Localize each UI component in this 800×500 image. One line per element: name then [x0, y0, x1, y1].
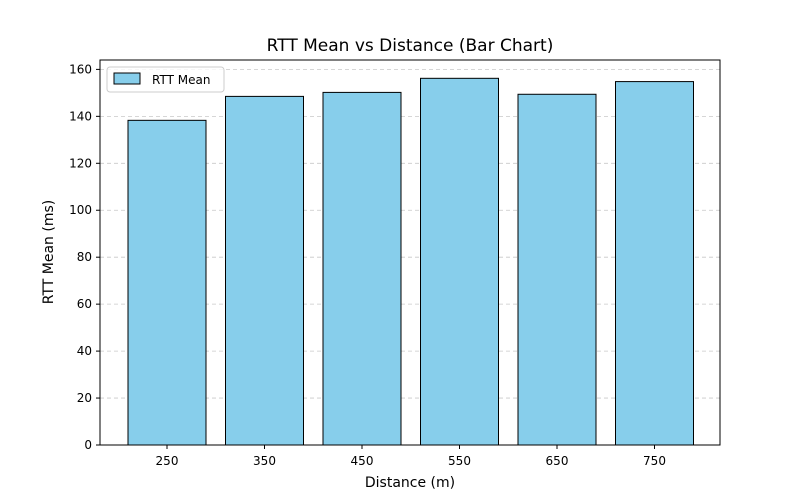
bars — [127, 77, 694, 446]
x-tick-label: 550 — [448, 454, 471, 468]
x-tick-label: 450 — [351, 454, 374, 468]
x-tick-label: 750 — [643, 454, 666, 468]
y-tick-label: 120 — [69, 156, 92, 170]
legend-label: RTT Mean — [152, 73, 210, 87]
y-tick-label: 40 — [77, 344, 92, 358]
y-axis-ticks: 0 20 40 60 80 100 120 140 160 — [69, 62, 100, 452]
x-axis-ticks: 250 350 450 550 650 750 — [156, 445, 666, 468]
bar-550 — [420, 77, 499, 446]
x-axis-label: Distance (m) — [365, 475, 455, 491]
bar-750 — [615, 81, 694, 446]
legend-swatch — [113, 72, 141, 85]
bar-450 — [322, 91, 402, 446]
legend: RTT Mean — [106, 66, 225, 93]
y-tick-label: 160 — [69, 62, 92, 76]
y-tick-label: 80 — [77, 250, 92, 264]
chart-title: RTT Mean vs Distance (Bar Chart) — [267, 36, 554, 56]
bar-350 — [225, 95, 304, 446]
grid-lines — [100, 68, 720, 399]
y-tick-label: 60 — [77, 297, 92, 311]
y-tick-label: 140 — [69, 109, 92, 123]
bar-650 — [517, 93, 597, 446]
x-tick-label: 350 — [253, 454, 276, 468]
y-axis-label: RTT Mean (ms) — [41, 200, 57, 304]
bar-250 — [127, 119, 207, 446]
x-tick-label: 250 — [156, 454, 179, 468]
y-tick-label: 0 — [84, 438, 92, 452]
y-tick-label: 20 — [77, 391, 92, 405]
y-tick-label: 100 — [69, 203, 92, 217]
plot-frame — [99, 59, 721, 446]
x-tick-label: 650 — [546, 454, 569, 468]
